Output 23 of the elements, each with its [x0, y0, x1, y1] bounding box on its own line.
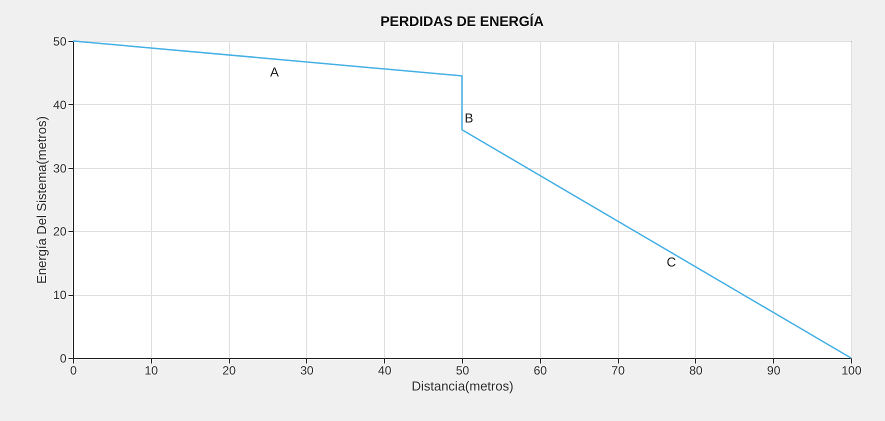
annotation: B	[464, 110, 474, 126]
x-tick-label: 60	[534, 364, 548, 378]
y-tick-label: 10	[53, 288, 67, 302]
x-tick-label: 100	[841, 364, 862, 378]
x-axis-title: Distancia(metros)	[412, 378, 514, 394]
x-tick-label: 20	[222, 364, 236, 378]
y-tick-label: 50	[53, 34, 67, 48]
annotation: A	[270, 64, 280, 80]
y-tick-label: 20	[53, 224, 67, 239]
x-tick-label: 30	[300, 364, 314, 378]
x-tick-label: 90	[767, 364, 781, 378]
annotation: C	[666, 254, 676, 270]
y-tick-label: 40	[53, 98, 67, 112]
y-tick-label: 0	[60, 352, 67, 366]
y-axis-title: Energía Del Sistema(metros)	[34, 116, 50, 284]
chart-title: PERDIDAS DE ENERGÍA	[380, 13, 544, 29]
x-tick-label: 0	[70, 364, 78, 378]
x-tick-label: 80	[689, 364, 703, 378]
x-tick-label: 40	[378, 364, 392, 378]
x-tick-label: 10	[144, 364, 158, 378]
x-tick-label: 50	[456, 364, 470, 378]
y-tick-label: 30	[53, 161, 67, 176]
x-tick-label: 70	[611, 364, 626, 378]
